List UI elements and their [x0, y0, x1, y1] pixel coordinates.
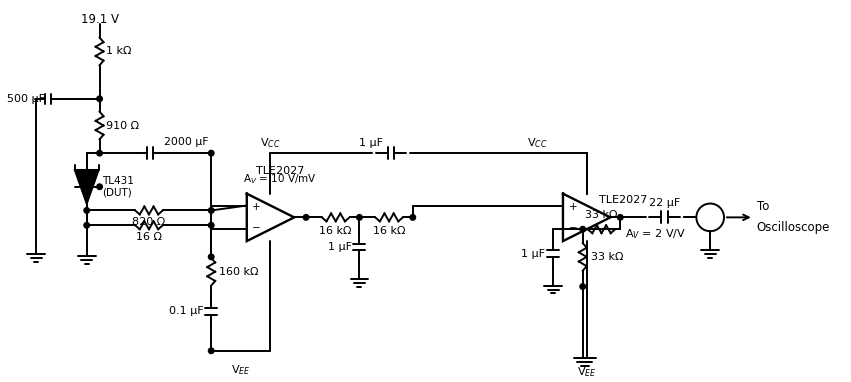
Circle shape [580, 284, 585, 289]
Text: V$_{CC}$: V$_{CC}$ [527, 136, 547, 150]
Circle shape [696, 204, 724, 231]
Text: TL431
(DUT): TL431 (DUT) [102, 176, 134, 197]
Text: 1 μF: 1 μF [359, 138, 383, 148]
Text: A$_V$ = 2 V/V: A$_V$ = 2 V/V [625, 227, 687, 241]
Text: A$_V$ = 10 V/mV: A$_V$ = 10 V/mV [243, 172, 317, 186]
Text: To: To [757, 201, 769, 214]
Text: TLE2027: TLE2027 [598, 194, 647, 205]
Text: 820 Ω: 820 Ω [133, 217, 166, 227]
Text: 33 kΩ: 33 kΩ [591, 252, 623, 262]
Circle shape [208, 222, 214, 228]
Circle shape [208, 254, 214, 260]
Text: 22 μF: 22 μF [649, 199, 680, 209]
Circle shape [618, 215, 623, 220]
Circle shape [303, 215, 309, 220]
Circle shape [410, 215, 415, 220]
Circle shape [580, 227, 585, 232]
Text: 0.1 μF: 0.1 μF [168, 306, 203, 316]
Text: 160 kΩ: 160 kΩ [219, 267, 259, 277]
Text: 16 Ω: 16 Ω [136, 232, 162, 242]
Circle shape [208, 208, 214, 213]
Text: 33 kΩ: 33 kΩ [585, 210, 618, 220]
Text: +: + [568, 202, 577, 212]
Circle shape [84, 222, 89, 228]
Text: 19.1 V: 19.1 V [81, 13, 118, 26]
Text: 1 kΩ: 1 kΩ [106, 46, 132, 57]
Polygon shape [75, 170, 99, 204]
Text: TLE2027: TLE2027 [256, 166, 305, 176]
Text: +: + [253, 202, 261, 212]
Text: Oscilloscope: Oscilloscope [757, 221, 830, 234]
Circle shape [97, 151, 102, 156]
Text: V$_{CC}$: V$_{CC}$ [260, 136, 281, 150]
Text: 16 kΩ: 16 kΩ [373, 226, 405, 236]
Circle shape [208, 348, 214, 353]
Text: V$_{EE}$: V$_{EE}$ [577, 366, 597, 379]
Circle shape [208, 151, 214, 156]
Text: 500 μF: 500 μF [7, 94, 45, 104]
Text: 2000 μF: 2000 μF [163, 137, 208, 147]
Text: 1 μF: 1 μF [328, 242, 351, 252]
Circle shape [357, 215, 363, 220]
Text: −: − [252, 223, 261, 233]
Text: 1 μF: 1 μF [521, 249, 545, 259]
Circle shape [97, 184, 102, 189]
Text: −: − [568, 223, 577, 233]
Text: V$_{EE}$: V$_{EE}$ [231, 364, 250, 377]
Text: 16 kΩ: 16 kΩ [319, 226, 352, 236]
Circle shape [84, 208, 89, 213]
Text: 910 Ω: 910 Ω [106, 121, 140, 131]
Circle shape [97, 96, 102, 102]
